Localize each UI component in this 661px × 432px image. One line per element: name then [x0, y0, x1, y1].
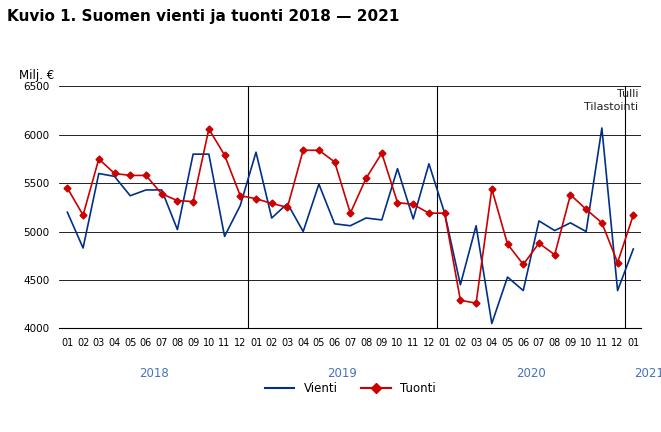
Legend: Vienti, Tuonti: Vienti, Tuonti — [260, 378, 441, 400]
Text: Milj. €: Milj. € — [19, 69, 54, 82]
Text: 2020: 2020 — [516, 367, 546, 380]
Text: 2019: 2019 — [328, 367, 358, 380]
Text: Kuvio 1. Suomen vienti ja tuonti 2018 — 2021: Kuvio 1. Suomen vienti ja tuonti 2018 — … — [7, 9, 399, 24]
Text: 2018: 2018 — [139, 367, 169, 380]
Text: Tulli
Tilastointi: Tulli Tilastointi — [584, 89, 639, 112]
Text: 2021: 2021 — [634, 367, 661, 380]
